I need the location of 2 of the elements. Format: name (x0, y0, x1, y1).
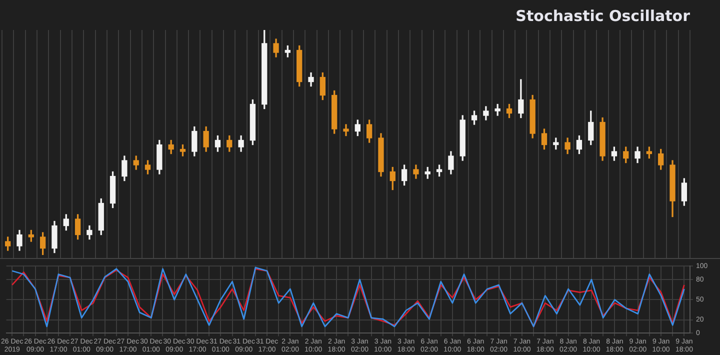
chart-title: Stochastic Oscillator (516, 6, 691, 25)
candlestick (343, 124, 349, 136)
